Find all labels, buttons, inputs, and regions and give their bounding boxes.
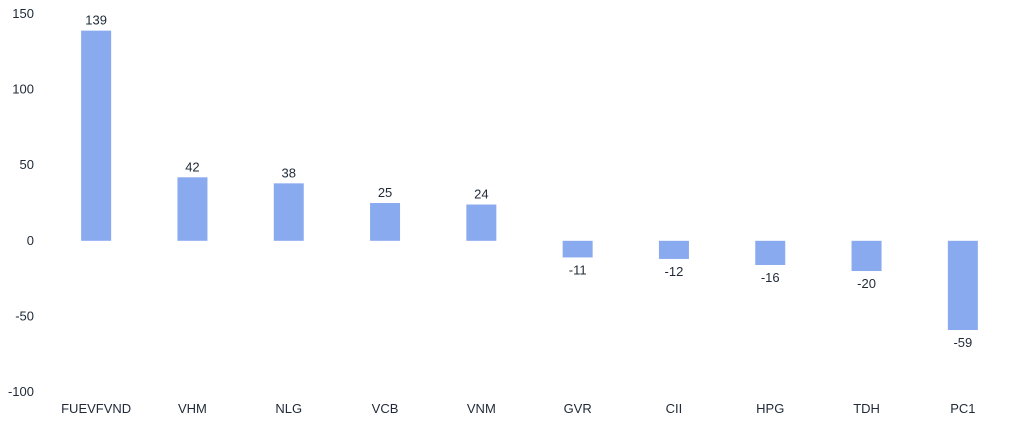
data-label: 38 bbox=[282, 165, 296, 180]
y-tick-label: 50 bbox=[20, 157, 34, 172]
x-tick-label: CII bbox=[666, 401, 683, 416]
data-label: -59 bbox=[953, 335, 972, 350]
x-tick-label: NLG bbox=[275, 401, 302, 416]
y-tick-label: -100 bbox=[8, 384, 34, 399]
bar bbox=[177, 177, 208, 241]
data-label: -16 bbox=[761, 270, 780, 285]
bar bbox=[81, 30, 112, 241]
bar bbox=[851, 240, 882, 272]
bar bbox=[755, 240, 786, 265]
x-tick-label: VCB bbox=[372, 401, 399, 416]
data-label: 25 bbox=[378, 185, 392, 200]
y-tick-label: 0 bbox=[27, 233, 34, 248]
data-label: -11 bbox=[569, 262, 587, 277]
bar bbox=[466, 204, 497, 241]
data-label: 42 bbox=[185, 159, 199, 174]
x-tick-label: TDH bbox=[853, 401, 880, 416]
data-label: -20 bbox=[857, 276, 876, 291]
data-label: 139 bbox=[85, 13, 107, 28]
bar bbox=[273, 183, 304, 241]
x-tick-label: FUEVFVND bbox=[61, 401, 131, 416]
data-label: -12 bbox=[665, 264, 684, 279]
bar bbox=[947, 240, 978, 331]
bar bbox=[658, 240, 689, 259]
y-tick-label: 100 bbox=[12, 82, 34, 97]
x-tick-label: HPG bbox=[756, 401, 784, 416]
x-tick-label: GVR bbox=[564, 401, 592, 416]
data-label: 24 bbox=[474, 187, 488, 202]
bar bbox=[562, 240, 593, 258]
x-tick-label: VHM bbox=[178, 401, 207, 416]
y-tick-label: 150 bbox=[12, 6, 34, 21]
x-tick-label: PC1 bbox=[950, 401, 975, 416]
y-tick-label: -50 bbox=[15, 308, 34, 323]
x-tick-label: VNM bbox=[467, 401, 496, 416]
bar bbox=[370, 203, 401, 241]
